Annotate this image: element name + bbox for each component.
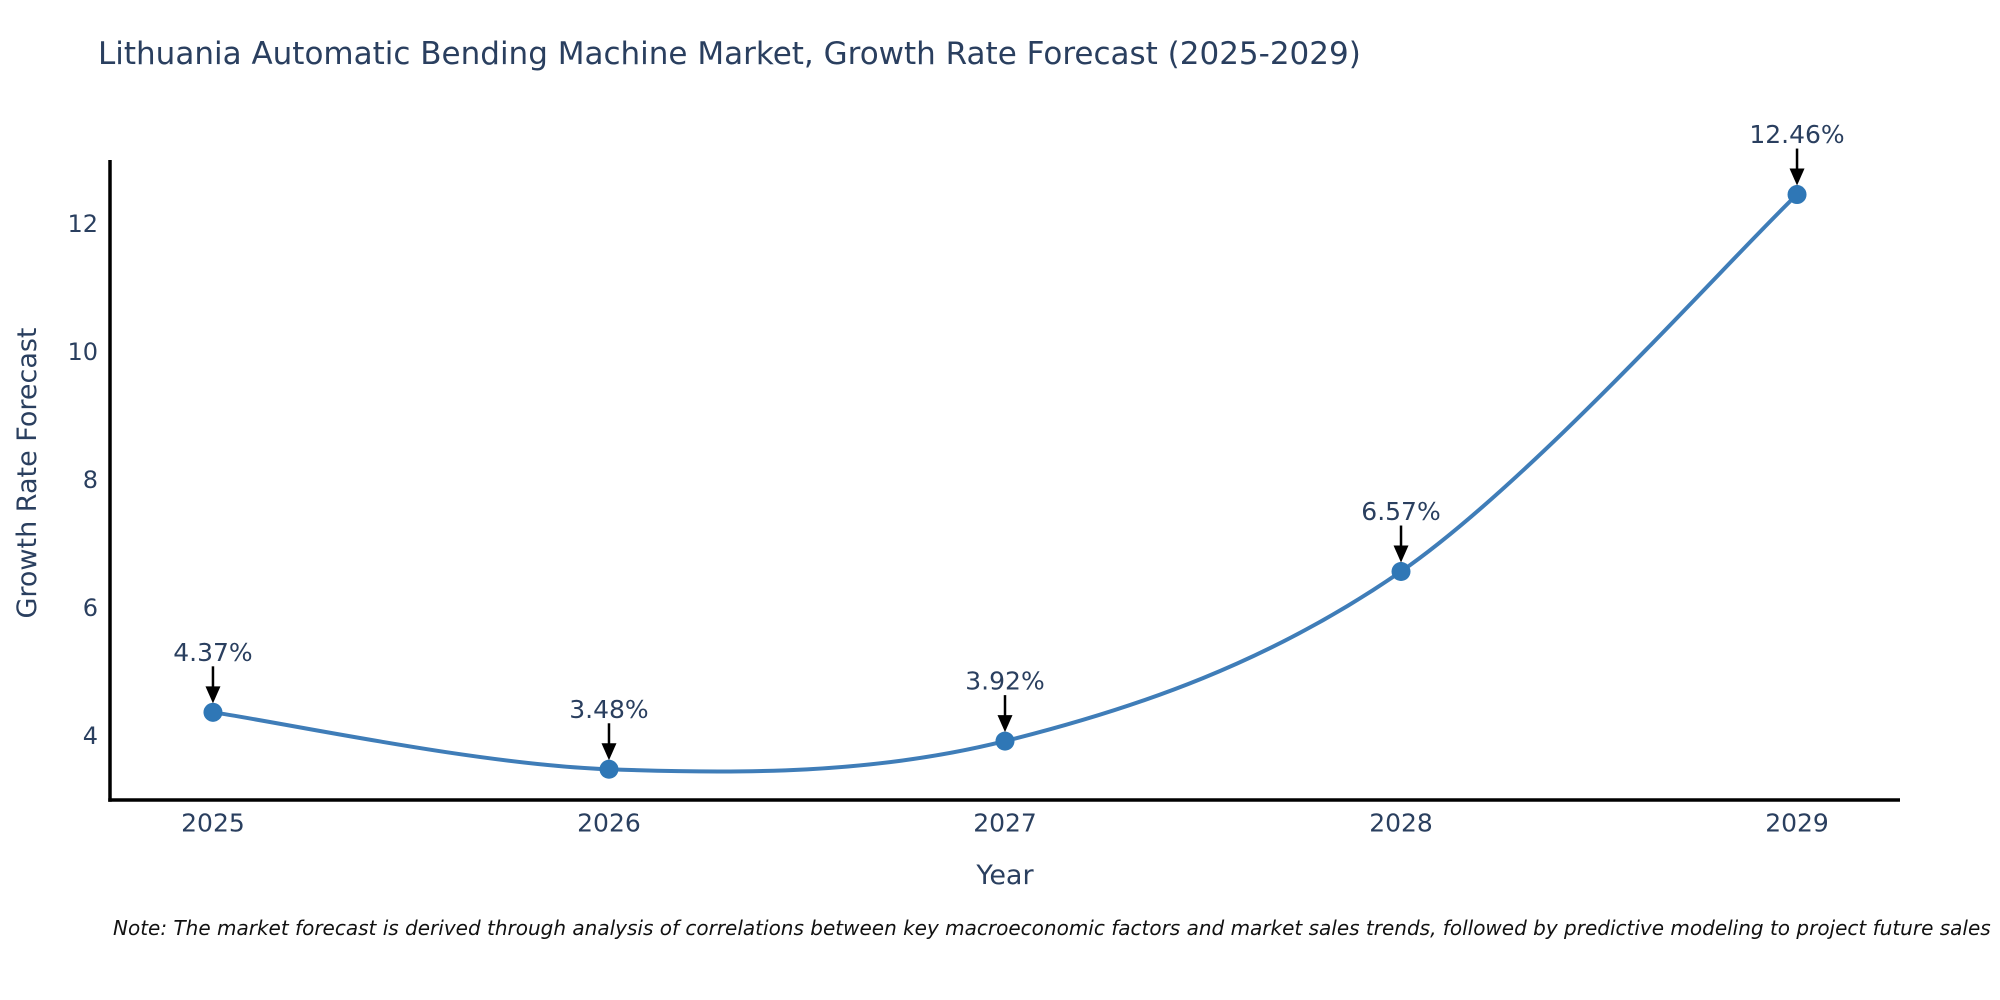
data-point-label: 4.37% — [173, 638, 252, 667]
x-axis-title: Year — [976, 860, 1034, 891]
x-tick-label: 2029 — [1765, 809, 1829, 838]
x-tick-label: 2027 — [973, 809, 1037, 838]
data-point-marker[interactable] — [1391, 562, 1411, 582]
y-tick-label: 4 — [83, 722, 98, 750]
annotation-arrow-head — [1393, 545, 1409, 563]
data-point-marker[interactable] — [1787, 185, 1807, 205]
annotation-arrow-head — [601, 743, 617, 761]
data-point-label: 3.92% — [965, 667, 1044, 696]
data-point-label: 12.46% — [1749, 120, 1844, 149]
data-point-marker[interactable] — [599, 759, 619, 779]
y-tick-label: 6 — [83, 594, 98, 622]
annotation-arrow-head — [205, 686, 221, 704]
footnote: Note: The market forecast is derived thr… — [113, 916, 1991, 940]
data-point-marker[interactable] — [995, 731, 1015, 751]
y-tick-label: 8 — [83, 466, 98, 494]
annotation-arrow-head — [1789, 168, 1805, 186]
data-point-label: 6.57% — [1361, 497, 1440, 526]
forecast-line — [210, 192, 1799, 774]
annotation-arrow-head — [997, 715, 1013, 733]
chart-title: Lithuania Automatic Bending Machine Mark… — [98, 36, 1361, 72]
x-tick-label: 2026 — [577, 809, 641, 838]
data-point-label: 3.48% — [569, 695, 648, 724]
x-tick-label: 2025 — [181, 809, 245, 838]
y-tick-label: 12 — [67, 210, 98, 238]
x-tick-label: 2028 — [1369, 809, 1433, 838]
data-point-marker[interactable] — [203, 702, 223, 722]
y-tick-label: 10 — [67, 338, 98, 366]
